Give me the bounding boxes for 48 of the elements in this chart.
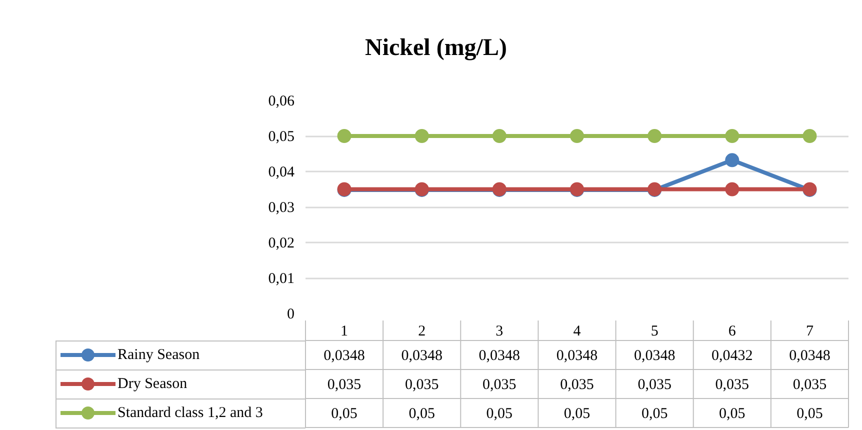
data-label: 0,05 xyxy=(486,406,513,422)
point xyxy=(725,182,740,196)
point xyxy=(725,153,740,168)
point xyxy=(337,129,352,143)
data-label: 0,0348 xyxy=(478,348,520,364)
y-tick-label: 0,05 xyxy=(268,129,294,145)
y-tick-label: 0,02 xyxy=(268,236,294,252)
data-label: 0,035 xyxy=(482,377,516,393)
data-label: 0,035 xyxy=(715,377,750,393)
point xyxy=(802,129,817,143)
point xyxy=(648,129,662,143)
data-label: 0,0348 xyxy=(401,348,442,364)
y-tick-label: 0,06 xyxy=(268,94,295,110)
x-tick-label: 5 xyxy=(650,324,658,340)
point xyxy=(492,129,506,143)
data-label: 0,05 xyxy=(564,406,590,422)
x-tick-label: 6 xyxy=(728,324,736,340)
x-tick-label: 3 xyxy=(496,324,504,340)
point xyxy=(570,129,584,143)
point xyxy=(725,129,740,143)
data-label: 0,0432 xyxy=(712,348,753,364)
legend-label: Dry Season xyxy=(118,376,188,392)
data-label: 0,05 xyxy=(331,406,358,422)
data-label: 0,0348 xyxy=(789,348,830,364)
data-label: 0,035 xyxy=(638,377,672,393)
data-label: 0,0348 xyxy=(324,348,365,364)
data-label: 0,035 xyxy=(327,377,362,393)
x-tick-label: 7 xyxy=(806,324,814,340)
y-tick-label: 0,04 xyxy=(268,164,295,180)
data-label: 0,0348 xyxy=(634,348,676,364)
data-label: 0,035 xyxy=(404,377,439,393)
legend-label: Rainy Season xyxy=(118,347,200,363)
data-label: 0,035 xyxy=(560,377,594,393)
data-label: 0,05 xyxy=(408,406,435,422)
x-tick-label: 1 xyxy=(340,324,348,340)
data-label: 0,05 xyxy=(641,406,668,422)
data-label: 0,0348 xyxy=(556,348,598,364)
data-label: 0,035 xyxy=(792,377,827,393)
legend-label: Standard class 1,2 and 3 xyxy=(118,405,263,421)
y-tick-label: 0,01 xyxy=(268,271,294,287)
data-label: 0,05 xyxy=(796,406,823,422)
y-tick-label: 0 xyxy=(287,306,294,322)
point xyxy=(414,129,429,143)
x-tick-label: 4 xyxy=(573,324,582,340)
data-label: 0,05 xyxy=(719,406,746,422)
y-tick-label: 0,03 xyxy=(268,200,294,216)
x-tick-label: 2 xyxy=(418,324,426,340)
chart-title: Nickel (mg/L) xyxy=(365,34,507,63)
